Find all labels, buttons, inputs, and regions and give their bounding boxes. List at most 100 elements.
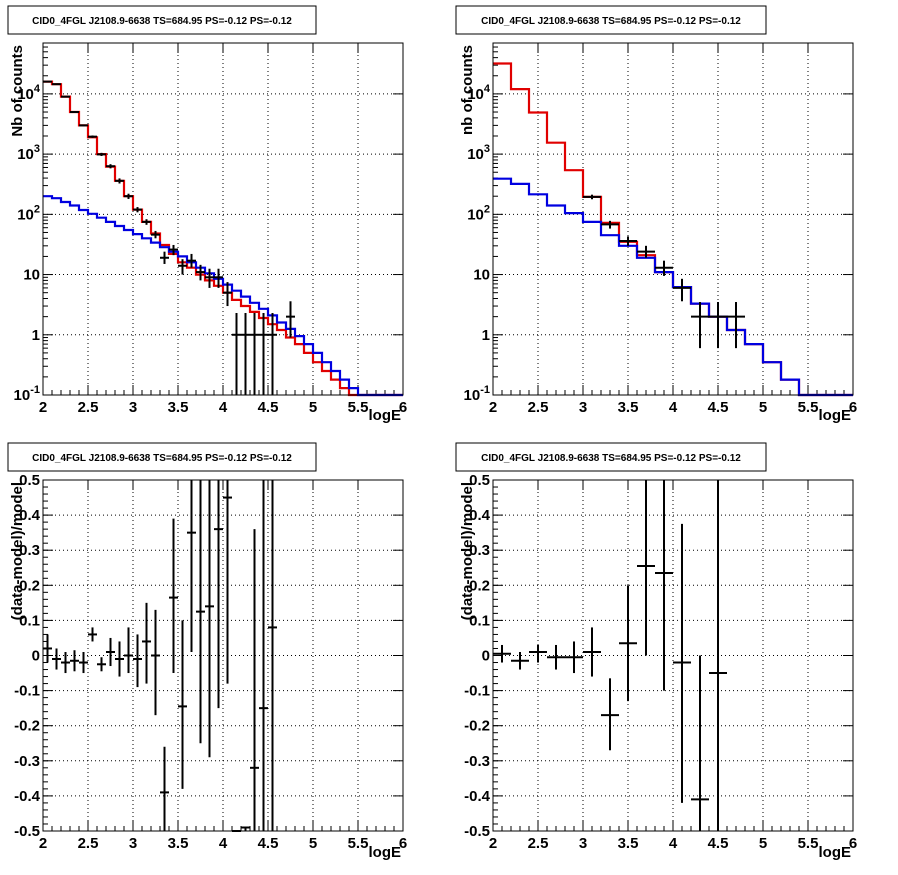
x-axis-title: logE [819, 407, 852, 424]
plot-frame [42, 479, 404, 832]
x-tick-label: 5.5 [348, 399, 369, 416]
data-point [583, 194, 601, 200]
data-point [43, 634, 52, 663]
x-tick-label: 2 [39, 835, 47, 852]
x-tick-label: 2 [489, 835, 497, 852]
data-point [97, 657, 106, 672]
y-tick-label: 102 [467, 203, 490, 223]
data-point [637, 480, 655, 656]
y-tick-label: 10-1 [464, 384, 490, 404]
x-tick-label: 2.5 [78, 399, 99, 416]
data-point [673, 523, 691, 803]
data-point [709, 302, 727, 349]
data-point [196, 264, 205, 281]
data-point [565, 641, 583, 674]
y-tick-label: 0.3 [469, 542, 490, 559]
chart-panel-1: 2 2.5 3 3.5 4 4.5 5 5.5 610-1110102103104CID0_4F… [7, 5, 407, 424]
y-axis-title: Nb of counts [9, 45, 26, 137]
data-point [583, 627, 601, 677]
chart-title: CID0_4FGL J2108.9-6638 TS=684.95 PS=-0.1… [481, 16, 741, 27]
y-tick-label: 0.2 [469, 577, 490, 594]
y-tick-label: -0.5 [14, 823, 40, 840]
data-point [196, 480, 205, 744]
data-point [223, 282, 232, 307]
data-point [268, 312, 277, 395]
y-tick-label: 103 [17, 143, 40, 163]
data-point [637, 245, 655, 258]
y-tick-label: -0.1 [14, 683, 40, 700]
data-point [178, 620, 187, 789]
data-point [601, 678, 619, 751]
title-box [7, 5, 317, 35]
x-tick-label: 3 [579, 835, 587, 852]
x-tick-label: 4.5 [708, 399, 729, 416]
data-point [232, 312, 241, 395]
data-point [601, 220, 619, 229]
data-point [241, 826, 250, 831]
data-point [79, 651, 88, 674]
y-tick-label: -0.3 [14, 753, 40, 770]
x-tick-label: 4 [219, 835, 228, 852]
y-tick-label: 10 [473, 267, 490, 284]
y-tick-label: 0.4 [19, 507, 41, 524]
plot-frame [492, 42, 854, 396]
y-tick-label: 102 [17, 203, 40, 223]
data-point [88, 627, 97, 642]
y-tick-label: 0.2 [19, 577, 40, 594]
data-point [115, 641, 124, 677]
data-point [205, 480, 214, 758]
data-point [178, 259, 187, 275]
chart-title: CID0_4FGL J2108.9-6638 TS=684.95 PS=-0.1… [32, 453, 292, 464]
chart-panel-3: 2 2.5 3 3.5 4 4.5 5 5.5 6 -0.5 -0.4 -0.3 -0.2 -0.1 0 0.… [7, 442, 407, 861]
data-point [187, 253, 196, 268]
data-point [691, 655, 709, 831]
data-point [205, 268, 214, 288]
y-tick-label: 1 [32, 327, 40, 344]
data-point [115, 178, 124, 184]
y-tick-label: -0.3 [464, 753, 490, 770]
x-tick-label: 2.5 [528, 399, 549, 416]
x-tick-label: 2.5 [528, 835, 549, 852]
data-point [61, 95, 70, 98]
data-point [142, 602, 151, 684]
y-axis-title: (data-model)/model [459, 482, 476, 620]
x-tick-label: 4 [669, 399, 678, 416]
data-point [52, 83, 61, 86]
x-axis-title: logE [819, 844, 852, 861]
data-point [691, 302, 709, 349]
y-tick-label: 1 [482, 327, 490, 344]
y-tick-label: -0.5 [464, 823, 490, 840]
y-axis-title: (data-model)/model [9, 482, 26, 620]
x-axis-title: logE [369, 844, 402, 861]
chart-panel-2: 2 2.5 3 3.5 4 4.5 5 5.5 610-1110102103104CID0_4F… [455, 5, 857, 424]
x-tick-label: 6 [849, 399, 857, 416]
data-point [160, 746, 169, 831]
x-tick-label: 2.5 [78, 835, 99, 852]
data-point [106, 637, 115, 667]
data-point [151, 609, 160, 716]
data-point [169, 244, 178, 256]
chart-title: CID0_4FGL J2108.9-6638 TS=684.95 PS=-0.1… [32, 16, 292, 27]
data-point [97, 152, 106, 157]
x-tick-label: 3 [579, 399, 587, 416]
y-tick-label: 0.5 [469, 472, 490, 489]
data-point [43, 80, 52, 83]
plot-frame [42, 42, 404, 396]
y-tick-label: 0.1 [19, 612, 40, 629]
data-point [241, 312, 250, 395]
x-tick-label: 4.5 [258, 835, 279, 852]
data-point [214, 268, 223, 288]
data-point [529, 644, 547, 663]
x-tick-label: 5 [759, 399, 767, 416]
x-tick-label: 2 [489, 399, 497, 416]
data-point [151, 230, 160, 239]
data-point [52, 648, 61, 670]
x-tick-label: 4 [219, 399, 228, 416]
data-point [160, 251, 169, 264]
data-point [547, 644, 565, 670]
data-point [142, 219, 151, 225]
x-tick-label: 6 [399, 399, 407, 416]
y-tick-label: 0.4 [469, 507, 491, 524]
y-tick-label: -0.2 [464, 718, 490, 735]
y-tick-label: 0.1 [469, 612, 490, 629]
